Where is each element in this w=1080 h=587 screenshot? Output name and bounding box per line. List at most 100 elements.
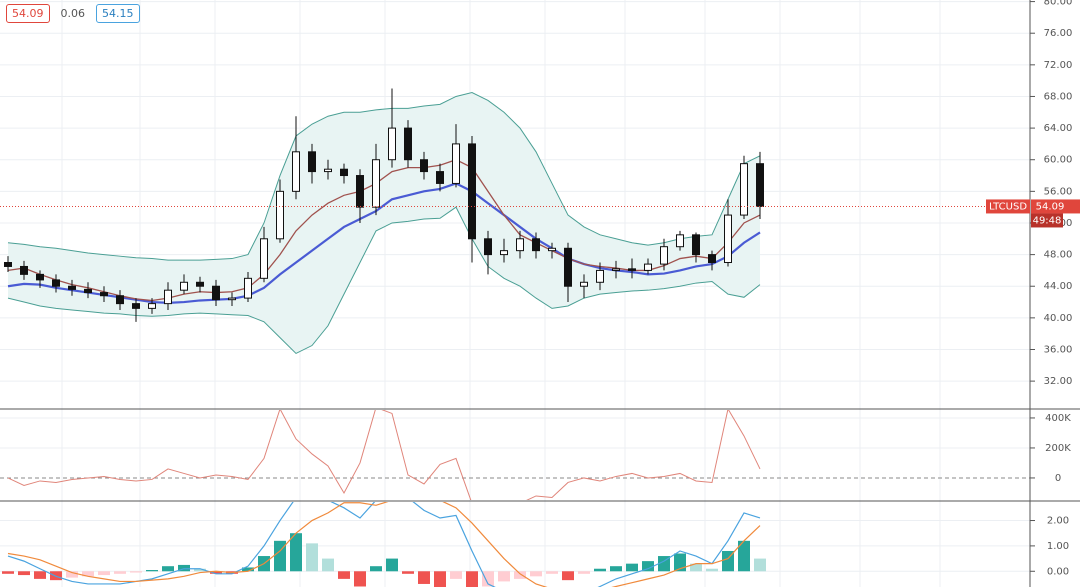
candle-body [468,143,476,240]
candle-body [228,297,236,301]
legend: 54.09 0.06 54.15 [6,4,140,23]
candle-body [260,238,268,279]
band-lower [7,206,761,355]
histogram-bar [706,568,718,572]
candle-body [4,262,12,267]
histogram-bar [146,570,158,572]
price-tag [1031,199,1080,214]
candle-body [532,238,540,252]
y-tick-label: 40.00 [1044,313,1073,324]
candle-body [20,265,28,275]
legend-value: 54.15 [96,4,140,23]
histogram-bar [402,571,414,574]
y-tick-label: 32.00 [1044,376,1073,387]
histogram-bar [434,571,446,587]
histogram-bar [466,571,478,587]
candle-body [692,234,700,256]
histogram-bar [306,543,318,572]
candle-body [372,159,380,208]
candle-body [484,238,492,256]
moving-average [7,182,761,304]
candle-body [356,175,364,208]
candle-body [516,238,524,252]
y-tick-label: 2.00 [1047,516,1069,527]
candle-body [68,285,76,290]
histogram-bar [242,567,254,572]
candle-body [612,268,620,271]
candle-body [756,163,764,207]
histogram-bar [274,540,286,572]
symbol-label: LTCUSD [989,201,1027,212]
histogram-bar [130,571,142,573]
oscillator-line [7,410,761,500]
candle-body [340,168,348,177]
candle-body [180,281,188,291]
candle-body [84,288,92,294]
histogram-bar [66,571,78,578]
y-tick-label: 48.00 [1044,250,1073,261]
y-tick-label: 60.00 [1044,155,1073,166]
candle-body [452,143,460,184]
histogram-bar [482,571,494,587]
countdown-label: 49:48 [1033,215,1062,226]
histogram-bar [162,566,174,572]
histogram-bar [18,571,30,576]
y-tick-label: 36.00 [1044,344,1073,355]
histogram-bar [594,568,606,572]
histogram-bar [386,558,398,572]
histogram-bar [194,568,206,572]
histogram-bar [754,558,766,572]
band-fill [8,92,760,354]
candle-body [628,268,636,271]
y-tick-label: 1.00 [1047,541,1069,552]
price-panel [0,1,1030,382]
histogram-bar [610,566,622,572]
histogram-bar [514,571,526,579]
histogram-bar [642,561,654,572]
candle-body [276,190,284,240]
histogram-bar [450,571,462,579]
histogram-bar [370,566,382,572]
candle-body [116,295,124,305]
y-tick-label: 64.00 [1044,123,1073,134]
oscillator-panel [0,410,1030,500]
legend-value: 0.06 [60,7,86,20]
candle-body [36,273,44,281]
candle-body [212,285,220,301]
symbol-tag [986,199,1030,214]
histogram-bar [34,571,46,579]
countdown-tag [1031,213,1063,228]
histogram-bar [290,533,302,572]
histogram-bar [626,563,638,572]
macd-line [7,502,761,587]
candle-body [292,151,300,192]
y-tick-label: 76.00 [1044,28,1073,39]
histogram-bar [98,571,110,576]
histogram-bar [2,571,14,574]
candle-body [660,246,668,265]
candle-body [308,151,316,173]
histogram-bar [114,571,126,574]
histogram-bar [210,571,222,574]
candle-body [148,303,156,309]
candle-body [740,163,748,216]
candle-body [676,234,684,248]
candle-body [724,214,732,264]
price-label: 54.09 [1036,201,1065,212]
y-tick-label: 56.00 [1044,186,1073,197]
y-tick-label: 68.00 [1044,91,1073,102]
candle-body [644,263,652,271]
legend-value: 54.09 [6,4,50,23]
y-tick-label: 400K [1045,413,1071,424]
histogram-bar [738,540,750,572]
candle-body [548,247,556,252]
histogram-bar [354,571,366,587]
histogram-bar [562,571,574,581]
candle-body [52,279,60,287]
candle-body [564,247,572,287]
candle-body [580,281,588,287]
candle-body [244,277,252,299]
y-tick-label: 0 [1055,473,1061,484]
